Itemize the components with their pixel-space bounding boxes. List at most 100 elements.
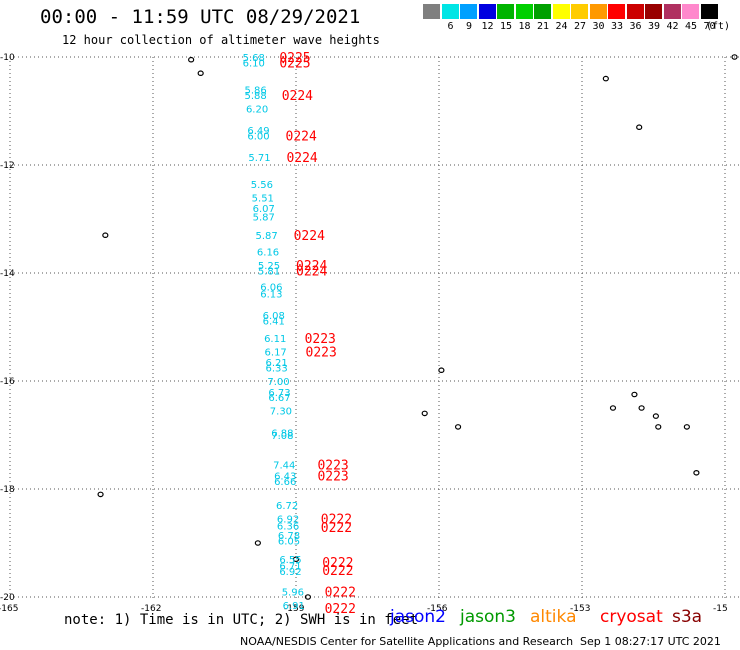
scale-label: 42 [666,21,679,32]
footer-timestamp: Sep 1 08:27:17 UTC 2021 [580,635,721,648]
time-label: 0222 [322,556,353,571]
island-outline [197,70,204,77]
swh-value: 6.20 [246,104,268,115]
legend-cryosat: cryosat [600,607,663,627]
legend-altika: altika [530,607,577,627]
swh-value: 5.51 [252,193,274,204]
swh-value: 6.11 [264,334,286,345]
swh-value: 6.07 [253,204,275,215]
swh-value: 5.86 [245,85,267,96]
time-label: 0223 [306,345,337,360]
latitude-label: -14 [0,269,15,279]
swh-value: 5.71 [248,153,270,164]
time-label: 0224 [294,229,325,244]
swh-value: 5.88 [245,91,267,102]
island-outline [292,556,300,563]
swh-value: 7.44 [273,461,295,472]
time-label: 0224 [282,89,313,104]
time-label: 0222 [321,521,352,536]
scale-swatch [589,4,607,19]
island-outline [254,540,261,546]
time-label: 0224 [296,259,327,274]
island-outline [731,54,738,60]
scale-swatch [441,4,459,19]
scale-label: 21 [536,21,550,32]
scale-swatch [663,4,681,19]
swh-value: 6.41 [263,317,285,328]
time-label: 0222 [322,564,353,579]
scale-swatch [700,4,718,19]
swh-value: 6.33 [265,364,287,375]
scale-label: 24 [555,21,568,32]
scale-label: 6 [447,21,454,32]
swh-value: 6.55 [279,555,301,566]
scale-swatch [608,4,625,19]
swh-value: 6.92 [279,567,301,578]
swh-value: 6.17 [265,347,287,358]
swh-value: 6.71 [279,562,301,573]
scale-label: 30 [592,21,605,32]
legend-jason3: jason3 [460,607,516,627]
island-outline [609,405,617,411]
swh-value: 7.30 [270,407,292,418]
scale-swatch [423,4,440,19]
swh-value: 5.81 [258,266,280,277]
island-outline [602,75,609,82]
island-outline [304,594,312,600]
scale-swatch [645,4,662,19]
scale-swatch [460,4,477,19]
swh-value: 6.13 [260,290,282,301]
longitude-label: -159 [284,604,305,614]
scale-swatch [478,4,496,19]
swh-value: 6.49 [247,126,269,137]
swh-value: 6.05 [278,536,300,547]
swh-value: 6.66 [274,477,296,488]
island-outline [655,424,662,430]
swh-value: 5.56 [251,180,273,191]
legend-jason2: jason2 [390,607,446,627]
scale-swatch [682,4,699,19]
swh-value: 6.10 [243,58,265,69]
swh-value: 6.92 [277,515,299,526]
swh-value: 6.72 [276,501,298,512]
latitude-label: -10 [0,53,15,63]
time-label: 0225 [279,51,310,66]
time-label: 0224 [296,264,327,279]
scale-swatch [515,4,533,19]
island-outline [631,391,638,398]
island-outline [454,424,462,430]
island-outline [683,424,690,430]
swh-value: 6.67 [268,393,290,404]
swh-value: 5.87 [253,212,275,223]
swh-value: 6.91 [283,601,305,612]
swh-value: 5.96 [282,588,304,599]
swh-value: 6.16 [257,247,279,258]
scale-label: 15 [499,21,513,32]
scale-label: 45 [684,21,698,32]
latitude-label: -12 [0,161,15,171]
island-outline [652,413,659,419]
island-outline [97,491,104,498]
latitude-label: -16 [0,377,15,387]
scale-swatch [497,4,514,19]
longitude-label: -15 [713,604,728,614]
legend-s3a: s3a [672,607,703,627]
island-outline [638,405,645,411]
note-text: note: 1) Time is in UTC; 2) SWH is in fe… [64,612,419,628]
map-title: 00:00 - 11:59 UTC 08/29/2021 [40,6,361,28]
scale-label: 33 [610,21,624,32]
scale-swatch [571,4,588,19]
time-label: 0223 [317,459,348,474]
time-label: 0223 [317,470,348,485]
swh-value: 6.43 [274,472,296,483]
swh-value: 6.73 [268,388,290,399]
time-label: 0223 [305,332,336,347]
island-outline [636,124,643,131]
latitude-label: -20 [0,593,15,603]
time-label: 0225 [279,56,310,71]
swh-value: 5.68 [243,53,265,64]
swh-value: 6.08 [263,311,285,322]
swh-value: 5.87 [255,231,277,242]
swh-value: 6.00 [247,131,269,142]
